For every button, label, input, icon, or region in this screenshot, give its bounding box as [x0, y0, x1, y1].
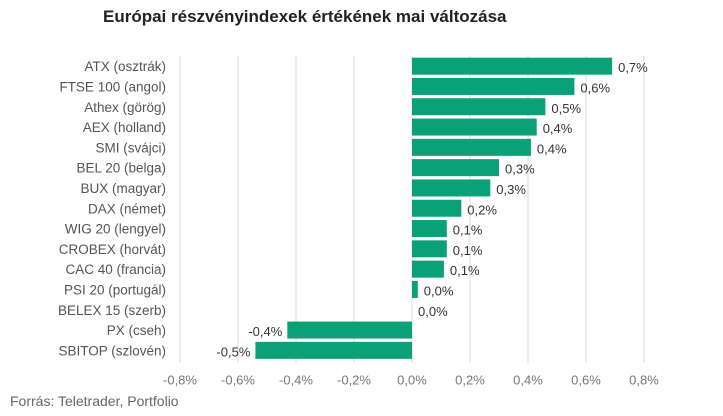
bar: [412, 138, 531, 156]
category-label: AEX (holland): [83, 120, 166, 135]
chart-title: Európai részvényindexek értékének mai vá…: [103, 7, 507, 26]
value-label: 0,5%: [551, 101, 581, 116]
category-label: PX (cseh): [107, 323, 166, 338]
category-labels: ATX (osztrák) FTSE 100 (angol) Athex (görö…: [58, 59, 166, 358]
bar: [412, 260, 444, 278]
category-label: ATX (osztrák): [84, 59, 166, 74]
value-label: 0,1%: [453, 223, 483, 238]
category-label: DAX (német): [88, 201, 166, 216]
bar: [412, 98, 546, 116]
bar: [412, 77, 575, 95]
bar: [412, 118, 537, 136]
value-label: -0,5%: [216, 344, 250, 359]
value-label: 0,0%: [418, 304, 448, 319]
x-tick-label: -0,2%: [337, 373, 371, 388]
category-label: Athex (görög): [84, 100, 166, 115]
bar: [255, 341, 412, 359]
value-label: 0,3%: [505, 162, 535, 177]
value-label: 0,4%: [537, 141, 567, 156]
category-label: BUX (magyar): [80, 181, 166, 196]
value-labels: 0,7%0,6%0,5%0,4%0,4%0,3%0,3%0,2%0,1%0,1%…: [216, 60, 648, 359]
category-label: BEL 20 (belga): [76, 161, 166, 176]
value-label: 0,4%: [543, 121, 573, 136]
category-label: SMI (svájci): [96, 140, 167, 155]
x-tick-label: -0,6%: [221, 373, 255, 388]
value-label: -0,4%: [248, 324, 282, 339]
value-label: 0,7%: [618, 60, 648, 75]
bar: [412, 220, 447, 238]
source-note: Forrás: Teletrader, Portfolio: [10, 393, 179, 409]
x-tick-label: 0,0%: [397, 373, 427, 388]
bar: [412, 159, 499, 177]
category-label: PSI 20 (portugál): [64, 282, 166, 297]
category-label: CAC 40 (francia): [65, 262, 166, 277]
bar: [287, 321, 412, 339]
value-label: 0,3%: [496, 182, 526, 197]
category-label: WIG 20 (lengyel): [65, 222, 166, 237]
bar: [412, 240, 447, 258]
tick-labels: -0,8% -0,6% -0,4% -0,2% 0,0% 0,2% 0,4% 0,6% 0,8%: [163, 373, 659, 388]
category-label: FTSE 100 (angol): [59, 79, 166, 94]
x-tick-label: 0,8%: [629, 373, 659, 388]
value-label: 0,1%: [450, 263, 480, 278]
bar: [412, 179, 491, 197]
category-label: CROBEX (horvát): [59, 242, 166, 257]
bar: [412, 280, 418, 298]
value-label: 0,6%: [580, 80, 610, 95]
value-label: 0,0%: [424, 283, 454, 298]
x-tick-label: 0,2%: [455, 373, 485, 388]
x-tick-label: 0,6%: [571, 373, 601, 388]
category-label: SBITOP (szlovén): [58, 343, 166, 358]
x-tick-label: -0,4%: [279, 373, 313, 388]
value-label: 0,1%: [453, 243, 483, 258]
x-tick-label: -0,8%: [163, 373, 197, 388]
bar: [412, 57, 613, 75]
x-tick-label: 0,4%: [513, 373, 543, 388]
value-label: 0,2%: [467, 202, 497, 217]
bars: [255, 57, 613, 359]
bar: [412, 199, 462, 217]
category-label: BELEX 15 (szerb): [58, 303, 166, 318]
